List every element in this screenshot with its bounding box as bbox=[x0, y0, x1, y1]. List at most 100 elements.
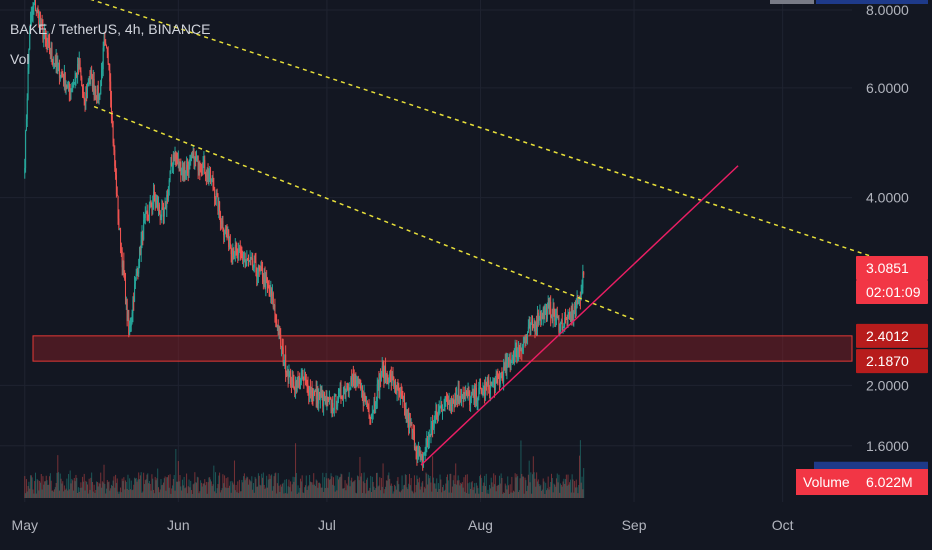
candle-body bbox=[336, 406, 338, 408]
candle-body bbox=[79, 60, 81, 71]
volume-bar bbox=[175, 449, 177, 498]
volume-bar bbox=[535, 486, 537, 498]
candle-body bbox=[523, 338, 525, 343]
volume-bar bbox=[239, 491, 241, 498]
volume-bar bbox=[435, 488, 437, 498]
ascending-trendline[interactable] bbox=[420, 165, 739, 466]
candle-body bbox=[328, 398, 330, 401]
candle-body bbox=[130, 319, 132, 326]
volume-bar bbox=[287, 486, 289, 498]
volume-label-text: Volume bbox=[803, 474, 850, 490]
price-axis[interactable]: 1.6000 2.0000 4.0000 6.0000 8.0000 bbox=[866, 2, 909, 454]
volume-bar bbox=[122, 481, 124, 498]
candle-body bbox=[400, 391, 402, 395]
candle-body bbox=[322, 394, 324, 407]
volume-bar bbox=[103, 464, 105, 498]
volume-bar bbox=[333, 477, 335, 498]
volume-bar bbox=[39, 480, 41, 498]
volume-bar bbox=[261, 473, 263, 498]
volume-bar bbox=[139, 479, 141, 498]
volume-bar bbox=[491, 482, 493, 498]
candle-body bbox=[580, 293, 582, 301]
trendlines[interactable] bbox=[45, 0, 878, 466]
lower-descending-trendline[interactable] bbox=[93, 105, 635, 321]
candle-body bbox=[371, 416, 373, 420]
candle-body bbox=[403, 399, 405, 401]
candle-body bbox=[574, 305, 576, 309]
volume-bar bbox=[402, 489, 404, 498]
volume-bar bbox=[274, 473, 276, 498]
candle-body bbox=[176, 158, 178, 160]
volume-bar bbox=[158, 492, 160, 498]
volume-bar bbox=[95, 489, 97, 498]
candle-body bbox=[510, 362, 512, 365]
candle-body bbox=[498, 377, 500, 379]
volume-bar bbox=[290, 491, 292, 498]
candle-body bbox=[345, 389, 347, 394]
volume-bar bbox=[152, 478, 154, 498]
candle-body bbox=[114, 150, 116, 167]
volume-bar bbox=[25, 493, 27, 498]
candle-body bbox=[247, 258, 249, 260]
candle-body bbox=[37, 8, 39, 12]
candle-body bbox=[28, 48, 30, 68]
volume-bar bbox=[43, 484, 45, 498]
candle-body bbox=[469, 395, 471, 405]
upper-descending-trendline[interactable] bbox=[45, 0, 878, 259]
volume-bar bbox=[520, 440, 522, 498]
volume-bar bbox=[524, 477, 526, 498]
volume-bar bbox=[443, 490, 445, 498]
support-zone-rectangle[interactable] bbox=[32, 335, 853, 362]
candle-body bbox=[31, 14, 33, 16]
volume-bar bbox=[334, 491, 336, 498]
candle-body bbox=[541, 317, 543, 319]
volume-bar bbox=[342, 488, 344, 498]
volume-bar bbox=[481, 491, 483, 498]
symbol-title[interactable]: BAKE / TetherUS, 4h, BINANCE bbox=[10, 21, 211, 37]
volume-bar bbox=[412, 491, 414, 498]
candle-body bbox=[458, 388, 460, 398]
volume-bar bbox=[262, 477, 264, 498]
candle-body bbox=[393, 377, 395, 387]
candle-body bbox=[358, 381, 360, 384]
candle-body bbox=[464, 392, 466, 394]
candle-body bbox=[546, 305, 548, 319]
volume-bar bbox=[120, 492, 122, 498]
candle-body bbox=[164, 201, 166, 208]
volume-bar bbox=[174, 490, 176, 498]
volume-bar bbox=[111, 485, 113, 498]
volume-bar bbox=[42, 476, 44, 498]
candle-body bbox=[533, 321, 535, 327]
candle-body bbox=[566, 319, 568, 327]
volume-bar bbox=[456, 484, 458, 498]
candle-body bbox=[365, 397, 367, 403]
volume-bar bbox=[98, 482, 100, 498]
volume-bar bbox=[145, 479, 147, 498]
volume-bar bbox=[87, 484, 89, 498]
candle-body bbox=[572, 308, 574, 319]
time-axis[interactable]: May Jun Jul Aug Sep Oct bbox=[12, 517, 794, 533]
volume-bar bbox=[167, 477, 169, 498]
volume-bar bbox=[158, 487, 160, 498]
candle-body bbox=[152, 201, 154, 207]
candle-body bbox=[326, 396, 328, 404]
candle-body bbox=[191, 155, 193, 157]
candle-body bbox=[57, 64, 59, 66]
candle-body bbox=[235, 245, 237, 249]
volume-bar bbox=[80, 482, 82, 498]
candle-body bbox=[363, 393, 365, 403]
volume-bar bbox=[508, 485, 510, 498]
volume-bar bbox=[549, 486, 551, 498]
candle-body bbox=[583, 272, 585, 275]
volume-bar bbox=[375, 488, 377, 498]
candle-body bbox=[474, 389, 476, 400]
volume-bar bbox=[426, 473, 428, 498]
volume-bar bbox=[121, 478, 123, 498]
volume-bar bbox=[148, 483, 150, 498]
volume-indicator-label[interactable]: Vol bbox=[10, 51, 30, 67]
candle-body bbox=[119, 228, 121, 230]
volume-bar bbox=[47, 484, 49, 498]
candle-body bbox=[145, 211, 147, 214]
volume-bar bbox=[53, 489, 55, 498]
